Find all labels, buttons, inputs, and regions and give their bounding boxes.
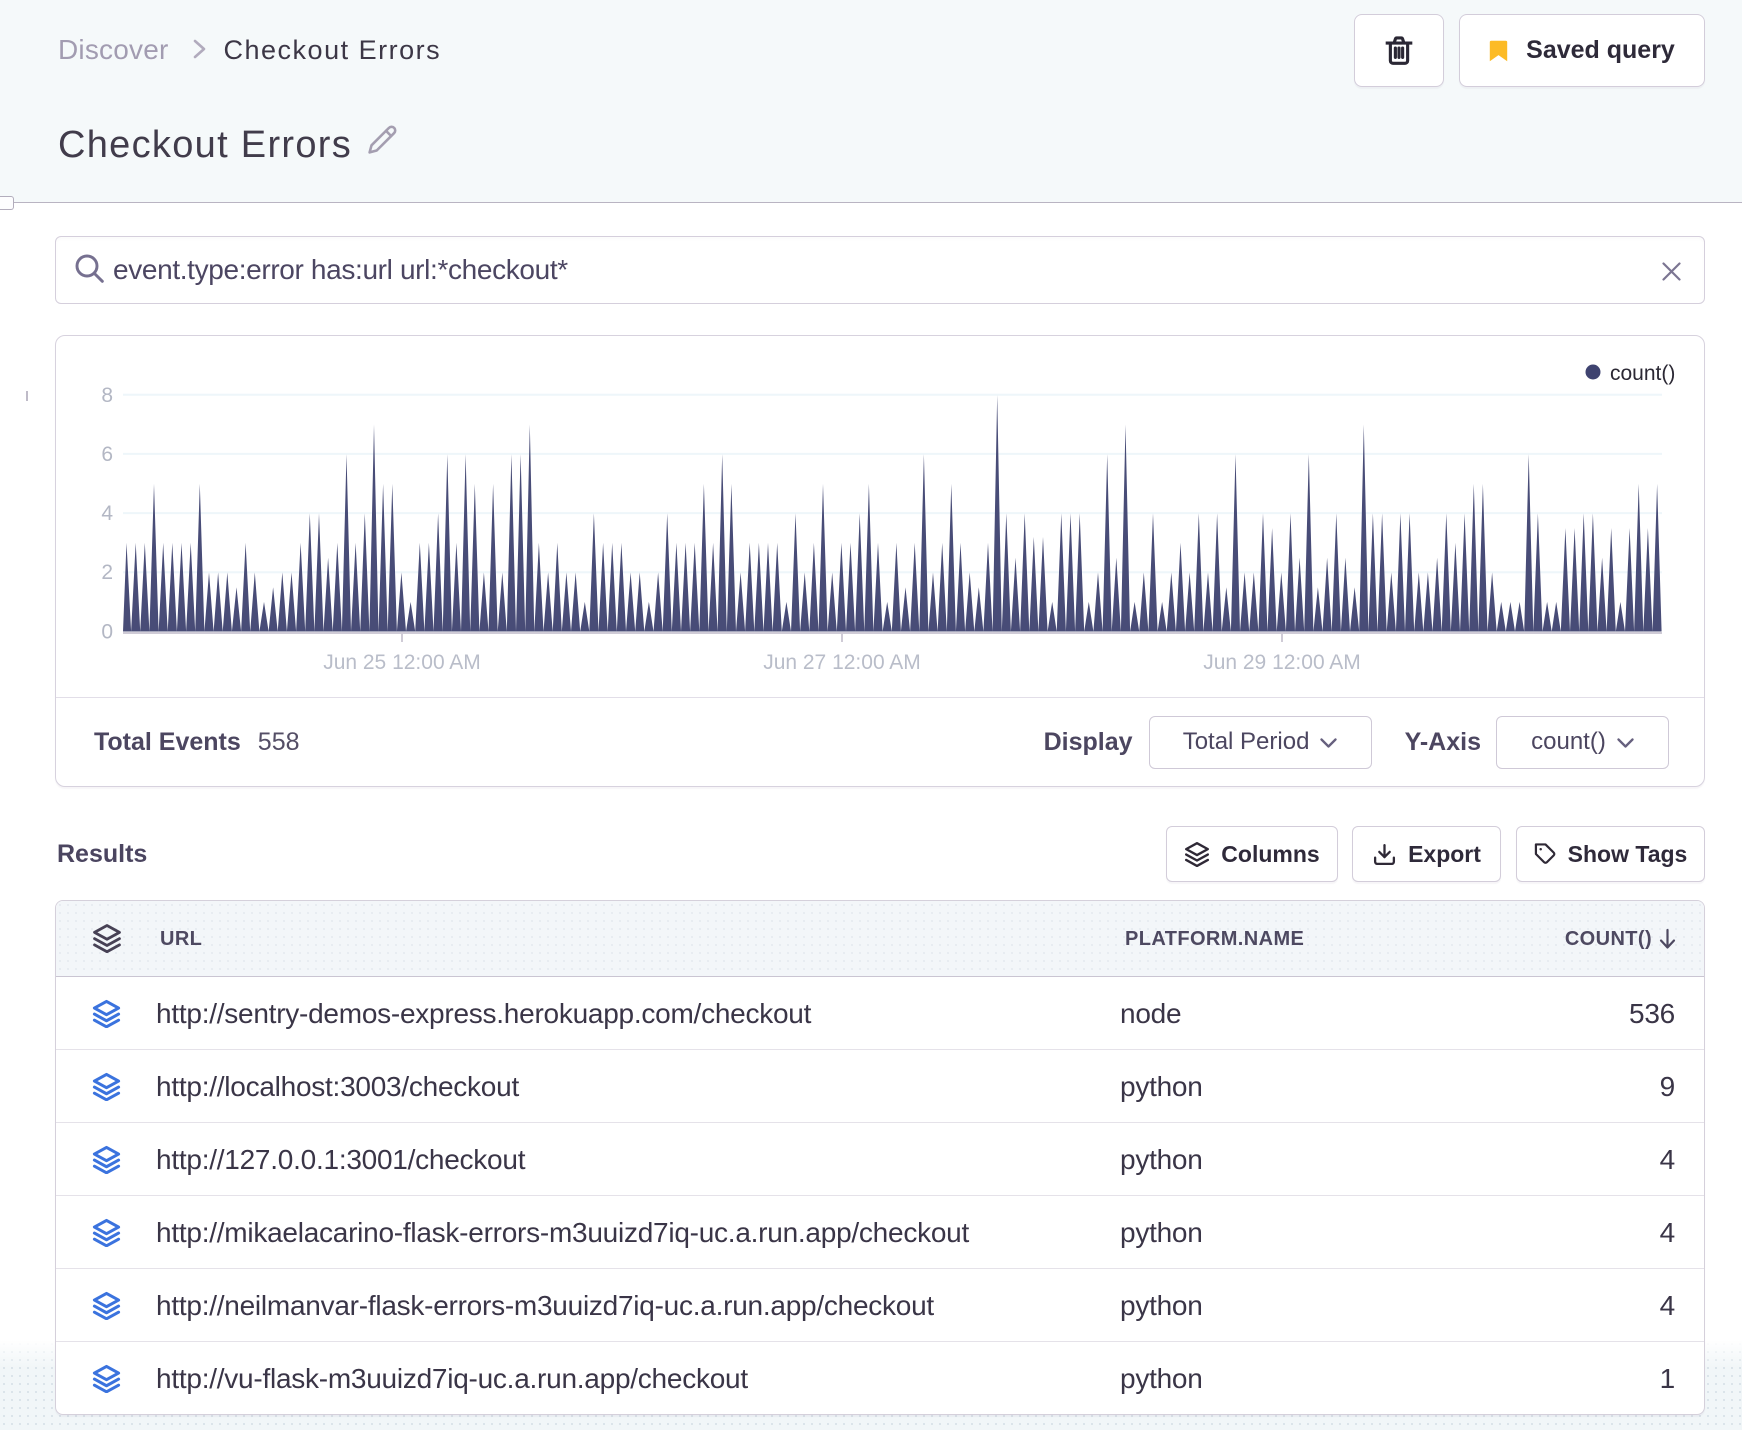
svg-text:0: 0 [101, 621, 113, 644]
svg-text:Jun 27 12:00 AM: Jun 27 12:00 AM [763, 651, 921, 674]
svg-text:8: 8 [101, 384, 113, 407]
svg-text:Jun 29 12:00 AM: Jun 29 12:00 AM [1203, 651, 1361, 674]
svg-text:count(): count() [1610, 362, 1675, 385]
svg-text:2: 2 [101, 561, 113, 584]
svg-text:Jun 25 12:00 AM: Jun 25 12:00 AM [323, 651, 481, 674]
svg-text:4: 4 [101, 502, 113, 525]
svg-text:6: 6 [101, 443, 113, 466]
